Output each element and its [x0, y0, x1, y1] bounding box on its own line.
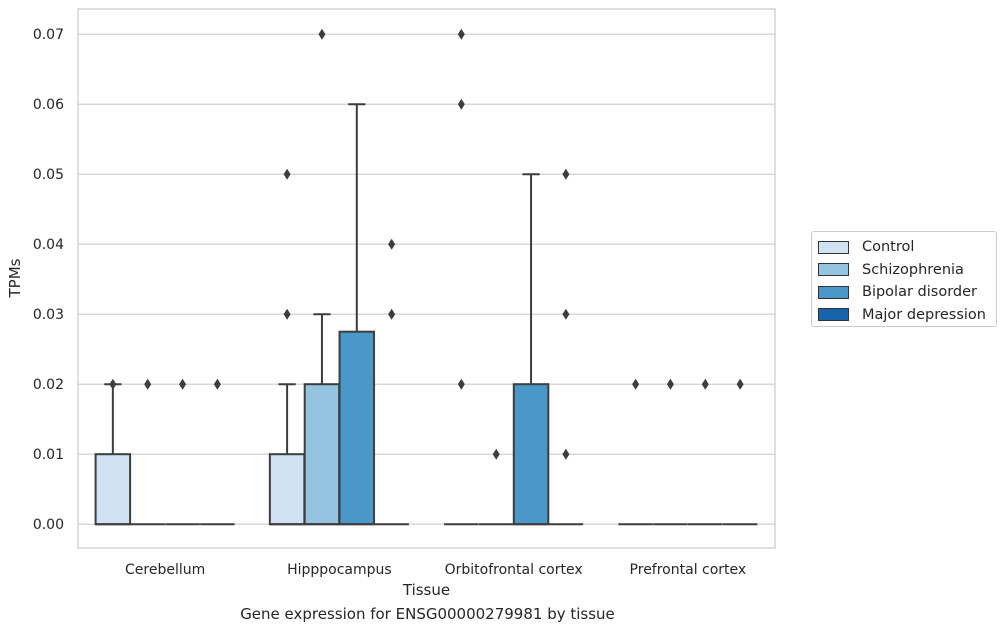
- box-major-depression-prefrontal-cortex: [722, 378, 758, 526]
- outlier-point: [144, 378, 152, 390]
- legend-swatch-schizophrenia: [818, 263, 849, 277]
- outlier-point: [562, 168, 570, 180]
- chart-caption: Gene expression for ENSG00000279981 by t…: [240, 605, 615, 623]
- y-tick-label: 0.03: [33, 307, 64, 323]
- legend-item-bipolar-disorder: Bipolar disorder: [818, 281, 996, 304]
- box-major-depression-hipppocampus: [374, 238, 409, 526]
- box-control-cerebellum: [94, 378, 132, 526]
- box-iqr: [512, 383, 550, 526]
- box-bipolar-disorder-prefrontal-cortex: [688, 378, 723, 526]
- x-tick-label-prefrontal-cortex: Prefrontal cortex: [630, 562, 747, 578]
- box-major-depression-cerebellum: [200, 378, 235, 526]
- y-tick-label: 0.06: [33, 97, 64, 113]
- outlier-point: [457, 28, 465, 40]
- legend: Control Schizophrenia Bipolar disorder M…: [811, 231, 997, 327]
- box-schizophrenia-cerebellum: [130, 378, 165, 526]
- legend-item-control: Control: [818, 236, 996, 259]
- box-bipolar-disorder-cerebellum: [165, 378, 200, 526]
- x-axis-title: Tissue: [402, 581, 450, 599]
- outlier-point: [562, 308, 570, 320]
- box-bipolar-disorder-hipppocampus: [338, 103, 376, 526]
- outlier-point: [388, 238, 396, 250]
- outlier-point: [283, 308, 291, 320]
- outlier-point: [388, 308, 396, 320]
- legend-item-schizophrenia: Schizophrenia: [818, 259, 996, 282]
- box-schizophrenia-prefrontal-cortex: [653, 378, 688, 526]
- legend-swatch-control: [818, 240, 849, 254]
- box-control-hipppocampus: [268, 168, 306, 526]
- y-axis-title: TPMs: [6, 258, 24, 298]
- outlier-point: [457, 98, 465, 110]
- x-tick-label-cerebellum: Cerebellum: [125, 562, 205, 578]
- outlier-point: [492, 448, 500, 460]
- y-tick-label: 0.02: [33, 377, 64, 393]
- box-control-prefrontal-cortex: [618, 378, 653, 526]
- outlier-point: [736, 378, 744, 390]
- outlier-point: [457, 378, 465, 390]
- y-tick-label: 0.07: [33, 27, 64, 43]
- y-tick-label: 0.04: [33, 237, 64, 253]
- x-tick-label-hipppocampus: Hipppocampus: [287, 562, 392, 578]
- box-major-depression-orbitofrontal-cortex: [548, 168, 584, 526]
- plot-area-background: [78, 9, 775, 548]
- box-layer: [94, 28, 758, 526]
- y-tick-label: 0.05: [33, 167, 64, 183]
- box-schizophrenia-orbitofrontal-cortex: [478, 448, 514, 526]
- legend-label-schizophrenia: Schizophrenia: [862, 261, 964, 278]
- x-tick-label-orbitofrontal-cortex: Orbitofrontal cortex: [445, 562, 583, 578]
- outlier-point: [632, 378, 640, 390]
- outlier-point: [109, 378, 117, 390]
- legend-label-major-depression: Major depression: [862, 306, 986, 323]
- outlier-point: [179, 378, 187, 390]
- outlier-point: [213, 378, 221, 390]
- outlier-point: [701, 378, 709, 390]
- legend-label-control: Control: [862, 239, 915, 256]
- y-tick-label: 0.01: [33, 447, 64, 463]
- y-tick-label: 0.00: [33, 517, 64, 533]
- legend-swatch-bipolar-disorder: [818, 285, 849, 299]
- box-control-orbitofrontal-cortex: [444, 28, 479, 526]
- outlier-point: [562, 448, 570, 460]
- box-bipolar-disorder-orbitofrontal-cortex: [512, 173, 550, 526]
- box-iqr: [303, 383, 341, 526]
- legend-item-major-depression: Major depression: [818, 304, 996, 327]
- outlier-point: [318, 28, 326, 40]
- legend-swatch-major-depression: [818, 308, 849, 322]
- box-iqr: [338, 330, 376, 526]
- outlier-point: [666, 378, 674, 390]
- plot-area-frame: [77, 8, 776, 549]
- outlier-point: [283, 168, 291, 180]
- box-iqr: [94, 453, 132, 526]
- tick-labels: 0.00 0.01 0.02 0.03 0.04 0.05 0.06 0.07 Cerebell…: [33, 27, 746, 578]
- box-schizophrenia-hipppocampus: [303, 28, 341, 526]
- legend-label-bipolar-disorder: Bipolar disorder: [862, 284, 977, 301]
- box-iqr: [268, 453, 306, 526]
